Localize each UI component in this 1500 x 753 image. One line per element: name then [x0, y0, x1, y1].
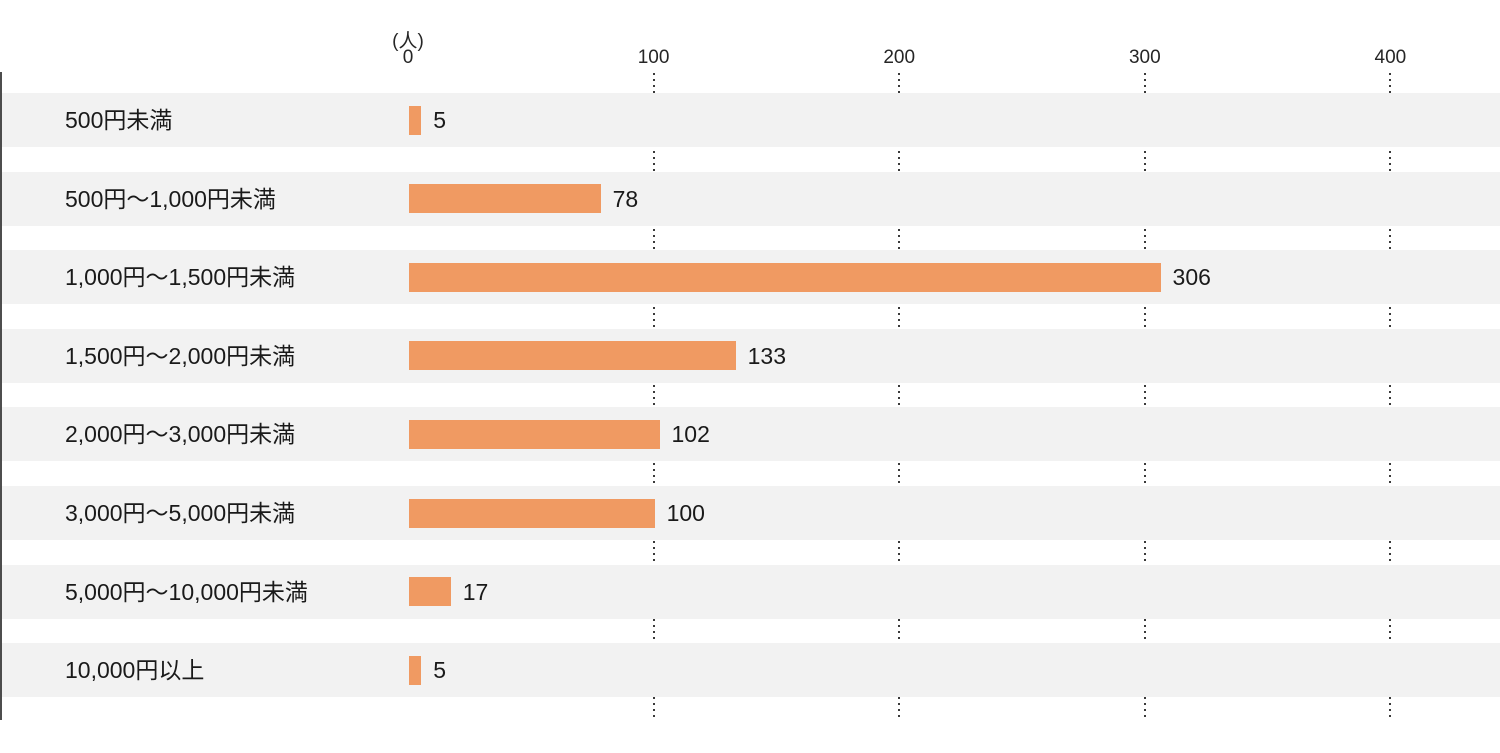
row-band — [0, 564, 1500, 619]
value-label: 5 — [433, 657, 447, 684]
dotted-gridline — [1143, 73, 1146, 720]
value-label: 100 — [666, 500, 705, 526]
x-tick-label: 300 — [1128, 47, 1161, 68]
row-band — [0, 93, 1500, 147]
row-band — [0, 171, 1500, 226]
category-label: 1,500円〜2,000円未満 — [65, 342, 296, 369]
dotted-gridline — [898, 73, 901, 720]
row-band — [0, 407, 1500, 462]
bar — [409, 498, 655, 528]
value-label: 306 — [1172, 264, 1211, 291]
bar — [409, 419, 660, 449]
value-label: 102 — [671, 421, 710, 448]
x-tick-label: 400 — [1374, 47, 1407, 68]
value-label: 78 — [612, 185, 639, 212]
category-label: 5,000円〜10,000円未満 — [65, 578, 308, 605]
bar — [409, 184, 601, 214]
value-label: 133 — [747, 342, 787, 369]
row-band — [0, 486, 1500, 540]
bar — [409, 105, 422, 135]
zero-axis-line — [0, 72, 2, 720]
category-label: 3,000円〜5,000円未満 — [65, 500, 296, 526]
x-tick-label: 200 — [883, 47, 916, 68]
dotted-gridline — [652, 73, 655, 720]
category-label: 500円〜1,000円未満 — [65, 185, 276, 212]
category-label: 2,000円〜3,000円未満 — [65, 421, 296, 448]
bar — [409, 262, 1161, 292]
bar — [409, 655, 422, 685]
dotted-gridline — [1389, 73, 1392, 720]
bar — [409, 341, 736, 371]
value-label: 17 — [462, 578, 489, 605]
row-band — [0, 643, 1500, 698]
x-tick-label: 0 — [402, 47, 414, 68]
category-label: 500円未満 — [65, 107, 173, 133]
axis-unit-label: (人) — [392, 31, 424, 52]
row-band — [0, 328, 1500, 383]
category-label: 10,000円以上 — [65, 657, 205, 684]
category-label: 1,000円〜1,500円未満 — [65, 264, 296, 291]
bar — [409, 577, 451, 607]
value-label: 5 — [433, 107, 447, 133]
x-tick-label: 100 — [637, 47, 670, 68]
